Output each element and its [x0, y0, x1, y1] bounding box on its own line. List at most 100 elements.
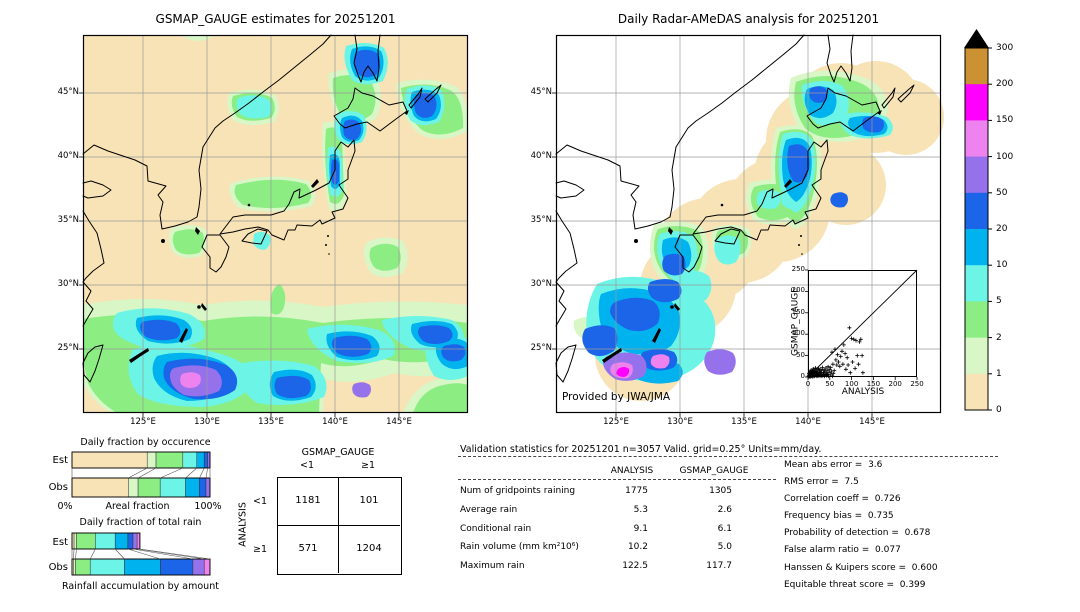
- scatter-point: [832, 368, 837, 373]
- scatter-point: [836, 360, 841, 364]
- coastline: [202, 34, 332, 148]
- island-dot: [328, 253, 330, 255]
- inset-scatter-canvas: [805, 269, 918, 380]
- scatter-point: [860, 353, 865, 358]
- colorbar-segment: [965, 373, 988, 411]
- y-tick-label: 40°N: [57, 151, 79, 161]
- totalrain-est-label: Est: [52, 537, 68, 548]
- occurrence-obs-label: Obs: [48, 482, 68, 493]
- bar-segment: [128, 477, 139, 498]
- summary-metrics: Mean abs error = 3.6 RMS error = 7.5 Corre…: [784, 460, 1019, 597]
- inset-x-tick-label: 250: [910, 380, 924, 388]
- coastline: [353, 34, 381, 83]
- bar-segment: [89, 558, 125, 576]
- occurrence-chart-title: Daily fraction by occurence: [80, 437, 211, 448]
- segment-connector: [127, 548, 161, 560]
- coastline: [674, 234, 703, 273]
- stats-value-gsmap: 1305: [709, 486, 732, 496]
- segment-connector: [199, 467, 205, 479]
- contingency-cell-miss: 571: [298, 543, 318, 554]
- stats-row-label: Num of gridpoints raining: [460, 486, 576, 496]
- segment-connector: [160, 467, 183, 479]
- segment-connector: [137, 548, 205, 560]
- y-tick-label: 40°N: [530, 151, 552, 161]
- coastline: [424, 84, 442, 103]
- bar-segment: [203, 558, 211, 576]
- contingency-cell-hit-miss: 1181: [295, 495, 321, 506]
- y-tick-label: 25°N: [530, 343, 552, 353]
- stats-row: Conditional rain 9.1 6.1: [460, 524, 732, 543]
- bar-outline: [71, 558, 211, 576]
- inset-y-tick-label: 200: [791, 286, 805, 295]
- x-tick-label: 130°E: [194, 417, 220, 427]
- bar-segment: [199, 477, 207, 498]
- segment-connector: [185, 467, 197, 479]
- occurrence-x-min: 0%: [57, 501, 73, 512]
- coastline: [219, 139, 356, 241]
- island: [179, 328, 188, 343]
- coastline: [692, 139, 829, 241]
- inset-x-tick-label: 200: [888, 380, 902, 388]
- coastline: [555, 180, 585, 199]
- metric-row: RMS error = 7.5: [784, 477, 859, 488]
- bar-segment: [73, 532, 77, 550]
- metric-row: Correlation coeff = 0.726: [784, 494, 901, 505]
- left-map-title: GSMAP_GAUGE estimates for 20251201: [155, 12, 396, 26]
- coastline: [82, 144, 204, 230]
- metric-row: Frequency bias = 0.735: [784, 511, 894, 522]
- x-tick-label: 125°E: [130, 417, 156, 427]
- colorbar-segment: [965, 48, 988, 85]
- scatter-point: [830, 350, 834, 355]
- coastline: [555, 281, 567, 327]
- scatter-point: [856, 362, 861, 367]
- scatter-point: [826, 370, 831, 375]
- colorbar-label: 300: [996, 43, 1014, 53]
- inset-y-tick-label: 0: [800, 372, 805, 380]
- island-dot: [798, 244, 800, 246]
- bar-segment: [95, 532, 116, 550]
- precip-contours-right: [573, 70, 893, 384]
- island: [602, 348, 622, 363]
- island: [652, 328, 661, 343]
- scatter-point: [853, 366, 858, 371]
- validation-title: Validation statistics for 20251201 n=305…: [460, 444, 822, 455]
- scatter-point: [837, 364, 842, 369]
- island-dot: [801, 253, 803, 255]
- segment-connector: [132, 548, 193, 560]
- bar-segment: [132, 532, 138, 550]
- island: [129, 348, 149, 363]
- stats-value-analysis: 1775: [625, 486, 648, 496]
- contingency-row-group-label: ANALYSIS: [237, 502, 249, 547]
- validation-divider-top: [458, 456, 998, 457]
- bar-segment: [71, 451, 148, 469]
- coastline: [675, 34, 805, 148]
- colorbar-canvas: [964, 29, 992, 411]
- axis-ticks: [79, 92, 400, 417]
- colorbar-label: 0: [996, 405, 1002, 415]
- scatter-point: [846, 363, 851, 367]
- scatter-point: [828, 365, 833, 370]
- occurrence-bars-canvas: [71, 451, 211, 498]
- bar-segment: [137, 477, 161, 498]
- coastline: [555, 144, 677, 230]
- stats-row: Maximum rain 122.5 117.7: [460, 561, 732, 580]
- colorbar-label: 100: [996, 151, 1014, 162]
- colorbar-segment: [965, 192, 988, 230]
- radar-map-canvas: [552, 34, 944, 417]
- segment-connector: [114, 548, 125, 560]
- gridlines: [83, 35, 468, 413]
- stats-row-label: Conditional rain: [460, 523, 532, 534]
- scatter-point: [845, 355, 850, 360]
- island: [668, 227, 673, 235]
- scatter-point: [847, 325, 852, 330]
- scatter-point: [823, 366, 828, 370]
- colorbar-label: 5: [996, 296, 1002, 307]
- scatter-point: [838, 354, 843, 359]
- island-dot: [800, 235, 802, 237]
- scatter-point: [848, 370, 853, 375]
- axis-ticks: [552, 92, 873, 417]
- colorbar-label: 20: [996, 224, 1008, 234]
- coastline: [408, 87, 423, 109]
- scatter-point: [827, 367, 832, 372]
